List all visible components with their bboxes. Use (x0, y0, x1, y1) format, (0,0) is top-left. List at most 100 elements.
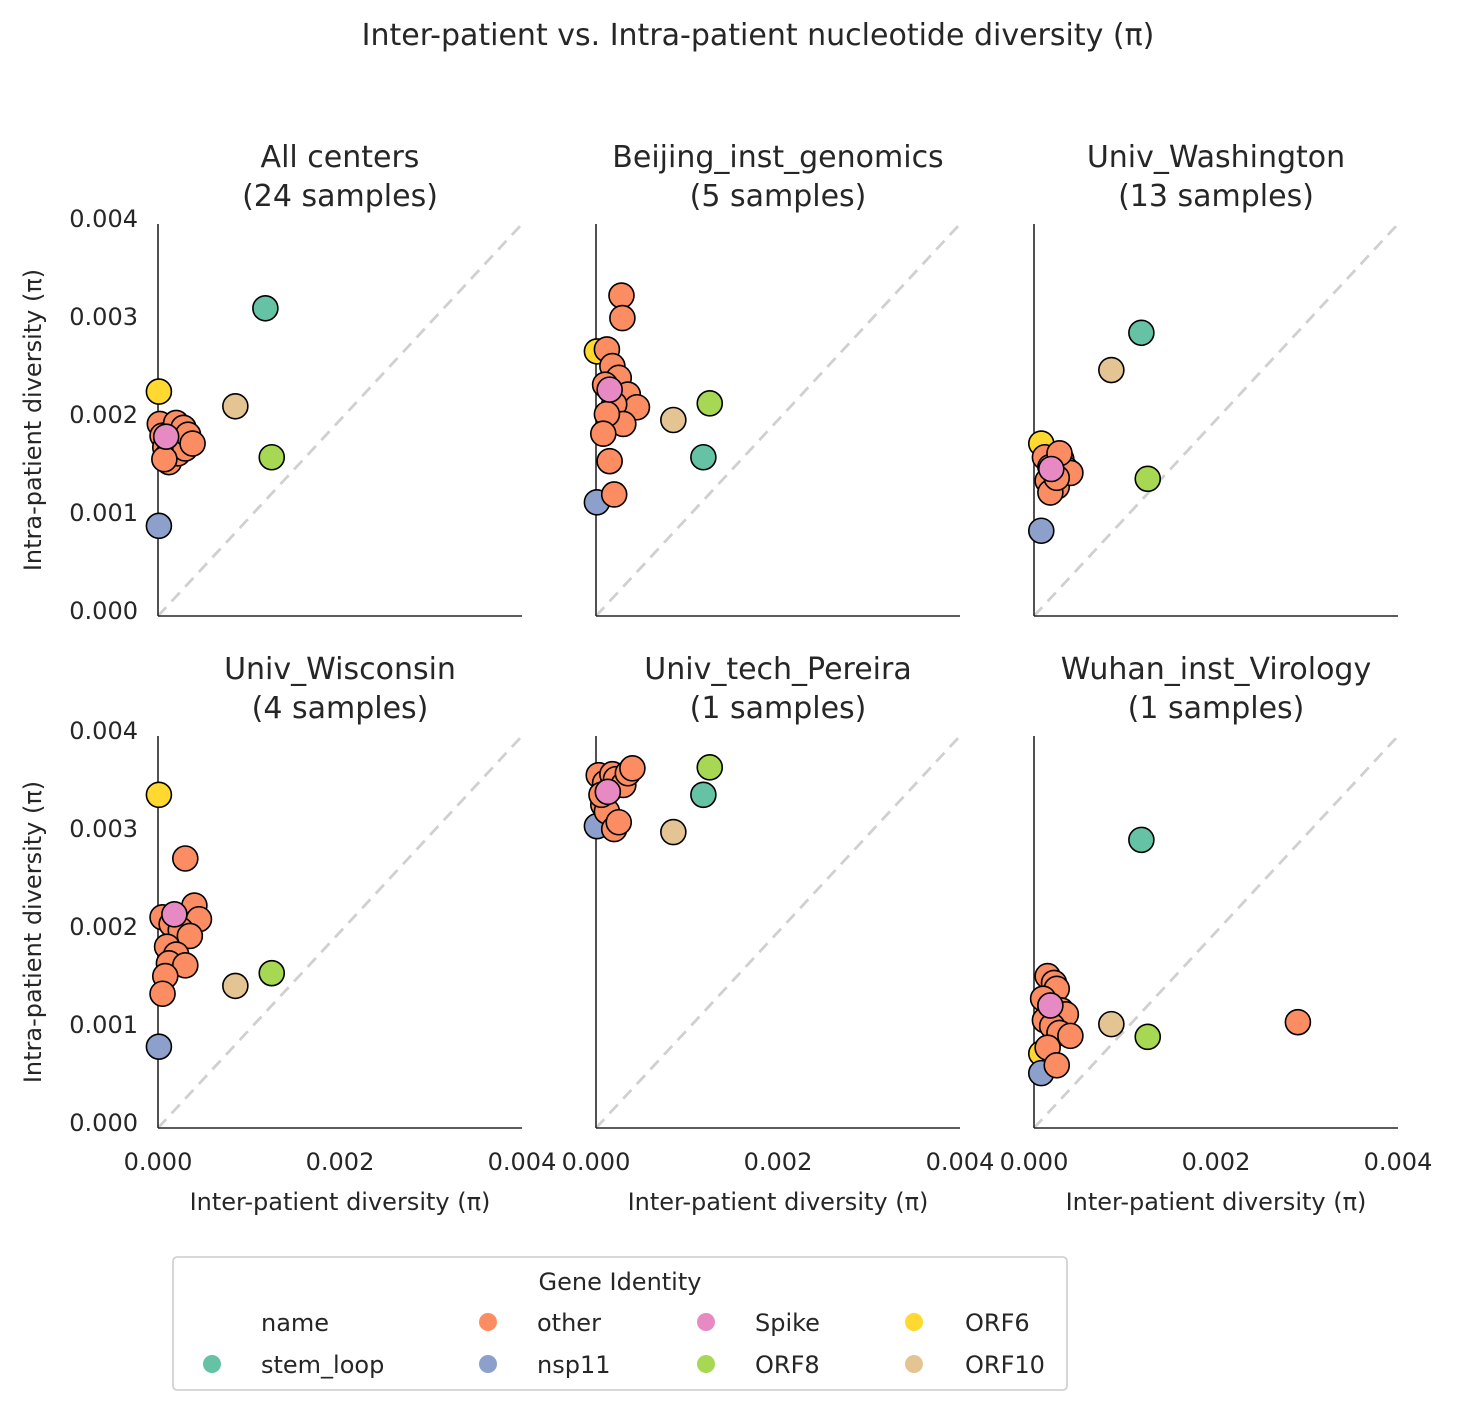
legend-label-stem_loop: stem_loop (261, 1351, 384, 1379)
point-ORF8 (258, 959, 286, 987)
panel-3: Univ_Washington (13 samples) (1027, 140, 1400, 617)
legend-marker-stem_loop (203, 1355, 221, 1373)
panel-title-line: (5 samples) (690, 179, 867, 214)
y-tick-label: 0.003 (69, 303, 138, 331)
point-stem_loop (1128, 319, 1155, 347)
y-tick-label: 0.001 (69, 499, 138, 527)
legend-marker-ORF6 (905, 1313, 923, 1331)
diagonal-reference-line (594, 223, 962, 617)
point-ORF10 (222, 972, 249, 1000)
y-tick-label: 0.001 (69, 1011, 138, 1039)
point-other (176, 922, 204, 950)
panel-title-line: Wuhan_inst_Virology (1061, 652, 1371, 687)
legend-header: name (261, 1309, 329, 1337)
point-nsp11 (145, 1033, 173, 1060)
diagonal-reference-line (156, 735, 524, 1129)
point-stem_loop (252, 294, 279, 322)
point-Spike (594, 778, 622, 806)
panel-title-line: (1 samples) (690, 691, 867, 726)
y-tick-label: 0.004 (69, 717, 138, 745)
legend-box (172, 1256, 1068, 1391)
point-stem_loop (690, 443, 717, 471)
point-ORF8 (696, 754, 724, 781)
y-axis-label: Intra-patient diversity (π) (19, 781, 47, 1083)
x-tick-label: 0.002 (1182, 1148, 1251, 1176)
point-other (1057, 1022, 1084, 1050)
panel-5: Univ_tech_Pereira (1 samples) 0.000 0.002 0.… (562, 652, 995, 1216)
point-ORF10 (1098, 1010, 1125, 1038)
y-tick-label: 0.000 (69, 1109, 138, 1137)
x-tick-label: 0.004 (926, 1148, 995, 1176)
panel-1: All centers (24 samples) 0.000 0.001 0.002 0.… (19, 140, 524, 625)
panel-title-line: (13 samples) (1118, 179, 1314, 214)
panel-title-line: (24 samples) (242, 179, 438, 214)
point-ORF8 (1134, 465, 1162, 493)
x-axis-label: Inter-patient diversity (π) (628, 1188, 929, 1216)
legend-marker-other (479, 1313, 497, 1331)
point-Spike (161, 901, 188, 928)
point-ORF8 (1134, 1023, 1162, 1051)
point-stem_loop (1128, 826, 1155, 854)
panel-6: Wuhan_inst_Virology (1 samples) 0.000 0.002… (1000, 652, 1433, 1216)
point-Spike (1037, 455, 1065, 483)
y-tick-label: 0.004 (69, 205, 138, 233)
point-ORF6 (145, 378, 173, 405)
point-Spike (152, 423, 180, 450)
legend-label-other: other (537, 1309, 601, 1337)
panel-title-line: Beijing_inst_genomics (612, 140, 943, 175)
point-other (619, 755, 646, 782)
point-ORF10 (660, 406, 687, 434)
x-tick-label: 0.000 (124, 1148, 193, 1176)
point-other (1043, 1051, 1071, 1079)
x-axis-label: Inter-patient diversity (π) (190, 1188, 491, 1216)
point-other (596, 447, 623, 475)
point-other (172, 845, 199, 872)
y-tick-label: 0.002 (69, 401, 138, 429)
x-tick-label: 0.002 (744, 1148, 813, 1176)
x-tick-label: 0.004 (1364, 1148, 1433, 1176)
legend-marker-nsp11 (479, 1355, 497, 1373)
diagonal-reference-line (1032, 735, 1400, 1129)
panel-title-line: All centers (261, 140, 420, 175)
point-other (151, 445, 178, 473)
legend-label-ORF8: ORF8 (755, 1351, 820, 1379)
point-Spike (1037, 992, 1064, 1019)
point-nsp11 (1027, 517, 1055, 545)
legend: Gene Identity name stem_loop other nsp11 Spik… (172, 1256, 1068, 1391)
x-tick-label: 0.000 (562, 1148, 631, 1176)
point-other (600, 481, 628, 508)
point-ORF8 (258, 443, 286, 471)
panel-title-line: Univ_tech_Pereira (644, 652, 911, 687)
legend-title: Gene Identity (539, 1268, 702, 1296)
x-tick-label: 0.004 (488, 1148, 557, 1176)
legend-label-nsp11: nsp11 (537, 1351, 611, 1379)
point-ORF10 (1098, 356, 1125, 384)
panel-2: Beijing_inst_genomics (5 samples) (583, 140, 962, 617)
point-other (179, 430, 206, 457)
legend-marker-ORF8 (697, 1355, 715, 1373)
y-tick-label: 0.000 (69, 597, 138, 625)
point-stem_loop (690, 781, 717, 809)
point-other (608, 282, 635, 309)
panel-title-line: (1 samples) (1128, 691, 1305, 726)
diagonal-reference-line (156, 223, 524, 617)
point-ORF6 (145, 781, 173, 809)
y-axis-label: Intra-patient diversity (π) (19, 269, 47, 571)
x-tick-label: 0.000 (1000, 1148, 1069, 1176)
x-axis-label: Inter-patient diversity (π) (1066, 1188, 1367, 1216)
diagonal-reference-line (594, 735, 962, 1129)
figure-title: Inter-patient vs. Intra-patient nucleoti… (362, 18, 1155, 53)
panel-4: Univ_Wisconsin (4 samples) 0.000 0.001 0.002… (19, 652, 556, 1216)
legend-label-ORF6: ORF6 (965, 1309, 1030, 1337)
point-ORF8 (696, 390, 724, 417)
point-other (609, 304, 636, 332)
point-other (1284, 1008, 1312, 1036)
legend-label-Spike: Spike (755, 1309, 820, 1337)
point-ORF10 (660, 818, 687, 846)
legend-marker-ORF10 (905, 1355, 923, 1373)
point-other (589, 420, 617, 448)
panel-title-line: (4 samples) (252, 691, 429, 726)
panel-title-line: Univ_Wisconsin (224, 652, 456, 687)
y-tick-label: 0.003 (69, 815, 138, 843)
